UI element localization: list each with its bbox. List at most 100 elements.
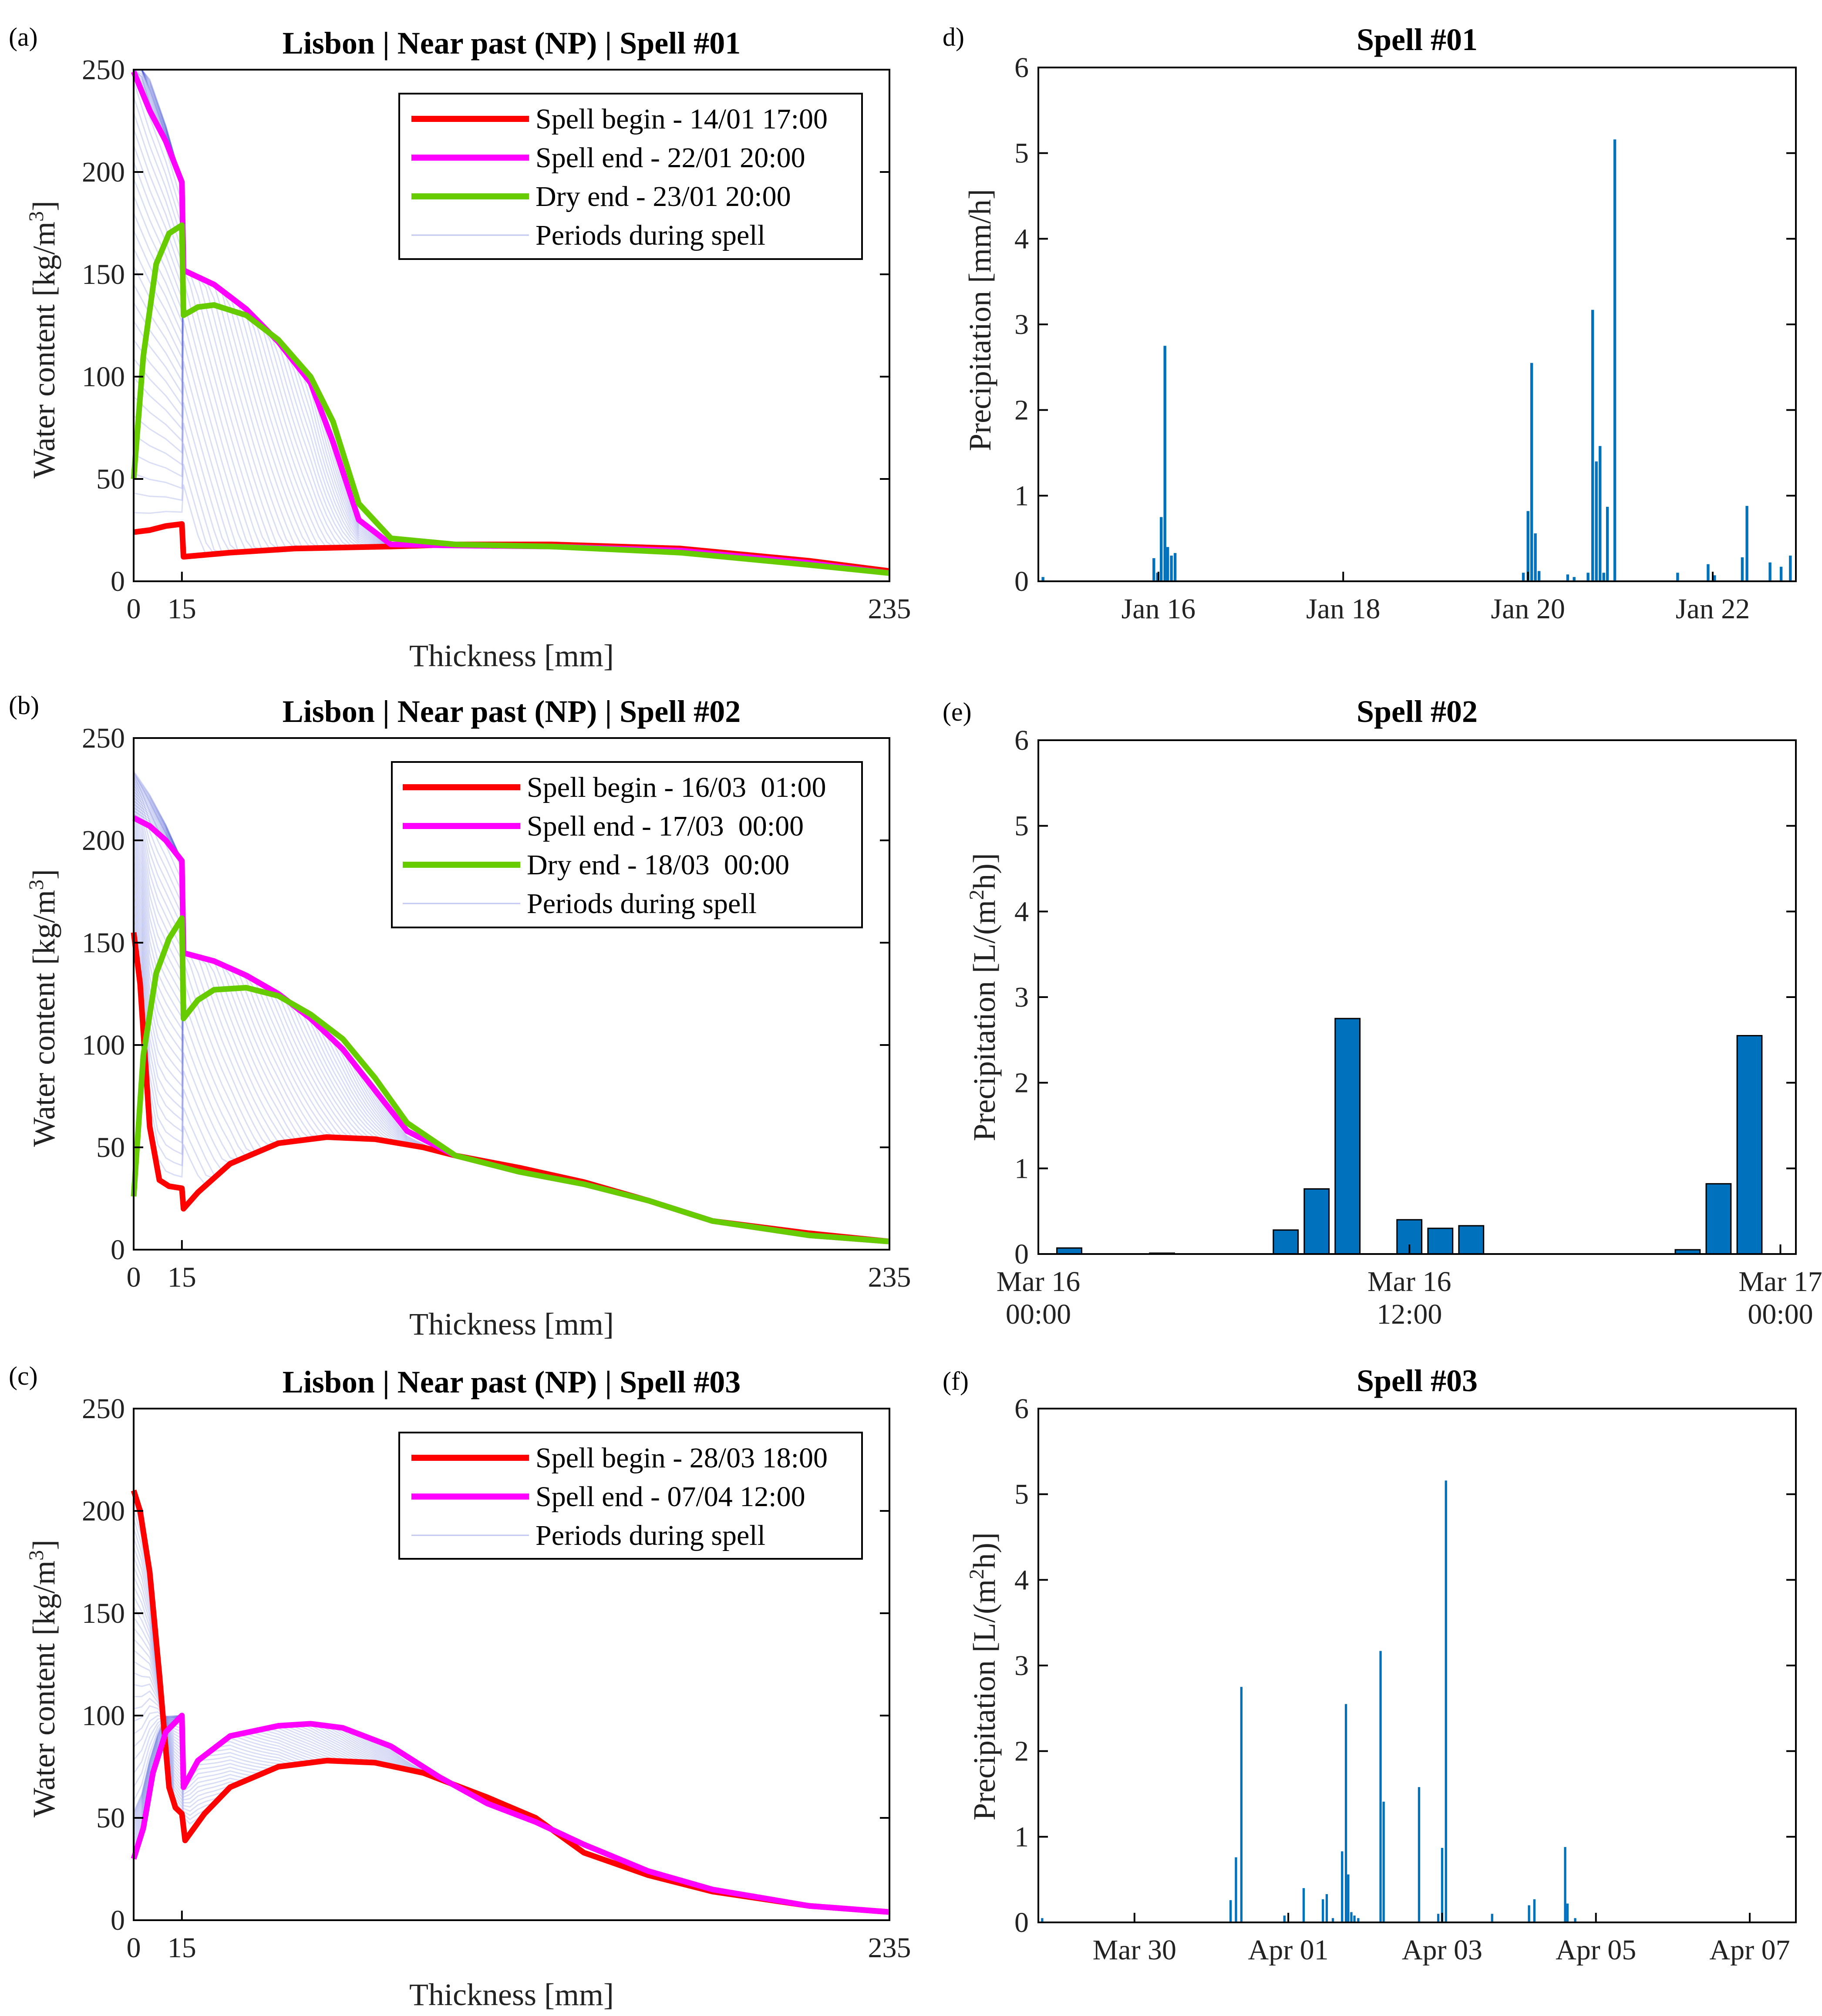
legend-label-begin-c: Spell begin - 28/03 18:00 — [535, 1442, 828, 1474]
bar — [1331, 1918, 1334, 1922]
bar — [1240, 1687, 1243, 1922]
x-tick-label: Jan 16 — [1121, 593, 1196, 625]
x-tick-label: 235 — [868, 593, 911, 625]
legend-label-periods-a: Periods during spell — [535, 219, 765, 251]
y-tick-label: 100 — [82, 361, 125, 393]
period-line — [133, 1606, 890, 1913]
period-line — [133, 1683, 890, 1913]
period-line — [133, 1518, 890, 1913]
bar — [1152, 558, 1155, 581]
x-tick-label: Jan 20 — [1491, 593, 1565, 625]
axes-box-e — [1037, 739, 1797, 1255]
legend-label-periods-c: Periods during spell — [535, 1520, 765, 1551]
plot-area-b: 0 50 100 150 200 250 0 15 235 — [82, 722, 911, 1293]
x-tick-label: Apr 07 — [1709, 1934, 1790, 1966]
y-tick-label: 1 — [1014, 1153, 1029, 1184]
y-tick-label: 5 — [1014, 1479, 1029, 1510]
x-tick-label: Jan 18 — [1306, 593, 1380, 625]
period-line — [133, 1661, 890, 1913]
bar — [1574, 1918, 1576, 1922]
y-tick-label: 3 — [1014, 1650, 1029, 1682]
y-tick-label: 2 — [1014, 1736, 1029, 1767]
y-tick-label: 5 — [1014, 138, 1029, 169]
x-tick-label: 0 — [127, 1261, 141, 1293]
y-tick-label: 200 — [82, 1495, 125, 1527]
bar — [1418, 1787, 1421, 1922]
panel-label-e: (e) — [943, 698, 972, 726]
series-line-dry — [131, 915, 890, 1244]
period-line — [133, 1566, 890, 1913]
period-line — [133, 1547, 890, 1913]
bar — [1041, 577, 1044, 581]
plot-area-a: 0 50 100 150 200 250 0 15 235 — [82, 54, 911, 625]
bar — [1522, 573, 1525, 581]
y-tick-label: 250 — [82, 54, 125, 86]
x-tick-label-line2: 12:00 — [1377, 1298, 1442, 1330]
period-line — [133, 361, 890, 572]
bar — [1235, 1857, 1237, 1922]
bar — [1573, 577, 1576, 581]
bar — [1056, 1247, 1082, 1255]
y-tick-label: 150 — [82, 259, 125, 290]
y-tick-label: 100 — [82, 1700, 125, 1732]
bar — [1591, 310, 1594, 581]
bar — [1713, 575, 1716, 581]
series-line-end — [131, 1713, 890, 1915]
bar — [1156, 573, 1159, 581]
panel-label-b: (b) — [9, 691, 39, 720]
y-tick-label: 2 — [1014, 1067, 1029, 1099]
legend-label-end-b: Spell end - 17/03 00:00 — [527, 810, 804, 842]
y-axis-label-e: Precipitation [L/(m2h)] — [965, 853, 1002, 1141]
bar — [1705, 1183, 1732, 1255]
y-tick-label: 0 — [111, 566, 125, 597]
y-axis-label-f: Precipitation [L/(m2h)] — [965, 1532, 1002, 1820]
plot-area-d: 0 1 2 3 4 5 6 Jan 16 Jan 18 Jan 20 Jan 22 — [1014, 52, 1796, 625]
bar — [1379, 1651, 1382, 1922]
y-tick-label: 100 — [82, 1029, 125, 1061]
panel-e: (e) Spell #02 Precipitation [L/(m2h)] 0 1… — [943, 694, 1822, 1330]
bar — [1166, 547, 1169, 581]
bar — [1606, 506, 1609, 581]
bar — [1160, 517, 1163, 581]
y-tick-label: 50 — [96, 1132, 125, 1163]
series-line-begin — [131, 1490, 890, 1915]
y-tick-label: 2 — [1014, 394, 1029, 426]
panel-d: d) Spell #01 Precipitation [mm/h] 0 1 2 3 4 5… — [943, 22, 1797, 625]
x-tick-label: Mar 30 — [1093, 1934, 1176, 1966]
series-line-dry — [131, 222, 890, 576]
x-axis-label-b: Thickness [mm] — [409, 1307, 614, 1342]
x-tick-label: 15 — [168, 593, 196, 625]
bar — [1353, 1915, 1356, 1922]
panel-label-f: (f) — [943, 1367, 969, 1396]
bar — [1441, 1847, 1444, 1922]
bar — [1357, 1918, 1360, 1922]
y-tick-label: 1 — [1014, 480, 1029, 512]
bar — [1350, 1912, 1353, 1922]
bar — [1533, 1899, 1536, 1922]
bar — [1491, 1914, 1493, 1922]
bar — [1163, 346, 1166, 581]
panel-label-c: (c) — [9, 1362, 38, 1390]
period-line — [133, 881, 890, 1242]
bar — [1170, 556, 1173, 581]
y-tick-label: 50 — [96, 463, 125, 495]
x-axis-label-a: Thickness [mm] — [409, 638, 614, 673]
period-line — [133, 1537, 890, 1913]
legend-label-begin-b: Spell begin - 16/03 01:00 — [527, 772, 826, 803]
x-tick-label: Apr 05 — [1556, 1934, 1636, 1966]
legend-label-begin-a: Spell begin - 14/01 17:00 — [535, 103, 828, 135]
period-line — [133, 925, 890, 1242]
panel-b: (b) Lisbon | Near past (NP) | Spell #02 … — [9, 691, 911, 1342]
bar — [1745, 506, 1748, 581]
y-tick-label: 1 — [1014, 1821, 1029, 1853]
y-tick-label: 0 — [1014, 1238, 1029, 1270]
period-line — [133, 895, 890, 1242]
y-axis-label-c: Water content [kg/m3] — [25, 1540, 61, 1817]
period-line — [133, 1672, 890, 1913]
bar — [1325, 1894, 1328, 1922]
x-tick-label: Mar 17 — [1738, 1266, 1822, 1298]
bar — [1566, 574, 1569, 581]
legend-label-dry-b: Dry end - 18/03 00:00 — [527, 849, 789, 881]
y-tick-label: 150 — [82, 927, 125, 959]
